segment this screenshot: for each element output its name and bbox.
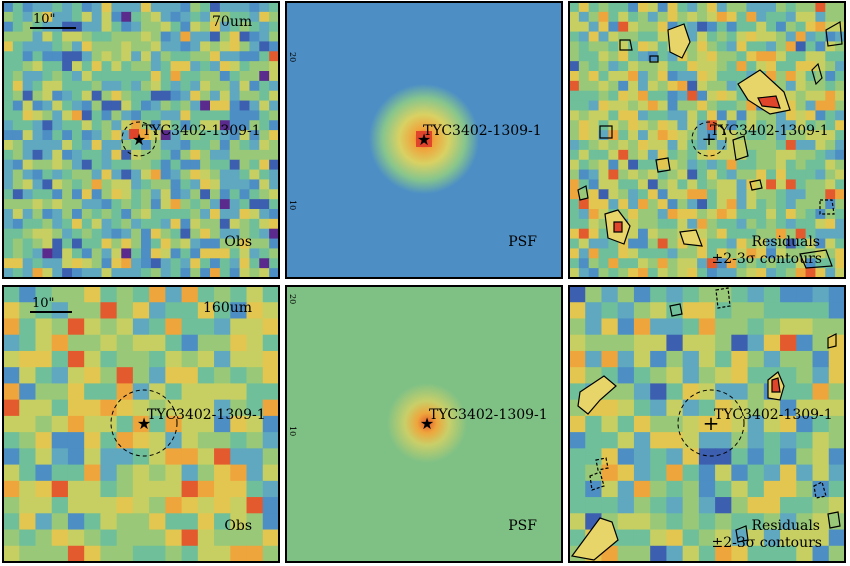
panel-label: PSF bbox=[508, 234, 537, 250]
source-label: TYC3402-1309-1 bbox=[429, 407, 548, 423]
psf-core bbox=[387, 383, 467, 463]
source-star-marker: ★ bbox=[137, 414, 151, 433]
axis-tick-label: 20 bbox=[288, 52, 297, 62]
panel-psf-160um: ★ TYC3402-1309-1 PSF 20 10 bbox=[285, 285, 563, 563]
panel-label: Residuals bbox=[752, 234, 820, 250]
panel-obs-70um: ★ TYC3402-1309-1 10" 70um Obs bbox=[2, 1, 280, 279]
panel-frame bbox=[2, 1, 280, 279]
panel-frame bbox=[2, 285, 280, 563]
panel-frame bbox=[568, 285, 846, 563]
band-label: 160um bbox=[203, 300, 252, 316]
panel-label: Residuals bbox=[752, 518, 820, 534]
aperture-circle bbox=[121, 121, 157, 157]
source-star-marker: ★ bbox=[132, 130, 146, 149]
panel-frame bbox=[285, 1, 563, 279]
source-star-marker: ★ bbox=[420, 414, 434, 433]
source-star-marker: ★ bbox=[417, 130, 431, 149]
panel-label: Obs bbox=[224, 518, 252, 534]
residual-contours bbox=[570, 287, 841, 561]
panel-label: PSF bbox=[508, 518, 537, 534]
source-cross-marker: + bbox=[701, 129, 716, 150]
source-label: TYC3402-1309-1 bbox=[142, 123, 261, 139]
source-label: TYC3402-1309-1 bbox=[147, 407, 266, 423]
aperture-circle bbox=[691, 121, 727, 157]
panel-frame bbox=[568, 1, 846, 279]
aperture-circle bbox=[110, 389, 178, 457]
axis-tick-label: 10 bbox=[288, 200, 297, 210]
axis-tick-label: 20 bbox=[288, 294, 297, 304]
scale-bar-label: 10" bbox=[32, 296, 55, 311]
panel-psf-70um: ★ TYC3402-1309-1 PSF 20 10 bbox=[285, 1, 563, 279]
source-cross-marker: + bbox=[703, 411, 720, 435]
band-label: 70um bbox=[212, 14, 252, 30]
panel-sublabel: ±2-3σ contours bbox=[711, 535, 822, 551]
source-label: TYC3402-1309-1 bbox=[710, 123, 829, 139]
panel-frame bbox=[285, 285, 563, 563]
panel-sublabel: ±2-3σ contours bbox=[711, 251, 822, 267]
residual-contours bbox=[577, 21, 843, 269]
panel-label: Obs bbox=[224, 234, 252, 250]
axis-tick-label: 10 bbox=[288, 426, 297, 436]
scale-bar-label: 10" bbox=[33, 12, 56, 27]
psf-peak-pixel bbox=[416, 131, 432, 147]
panel-obs-160um: ★ TYC3402-1309-1 10" 160um Obs bbox=[2, 285, 280, 563]
panel-residuals-70um: + TYC3402-1309-1 Residuals ±2-3σ contour… bbox=[568, 1, 846, 279]
source-label: TYC3402-1309-1 bbox=[423, 123, 542, 139]
obs-160um-pixel-map bbox=[3, 286, 279, 562]
aperture-circle bbox=[677, 389, 745, 457]
panel-residuals-160um: + TYC3402-1309-1 Residuals ±2-3σ contour… bbox=[568, 285, 846, 563]
obs-70um-pixel-map bbox=[3, 2, 279, 278]
source-label: TYC3402-1309-1 bbox=[714, 407, 833, 423]
